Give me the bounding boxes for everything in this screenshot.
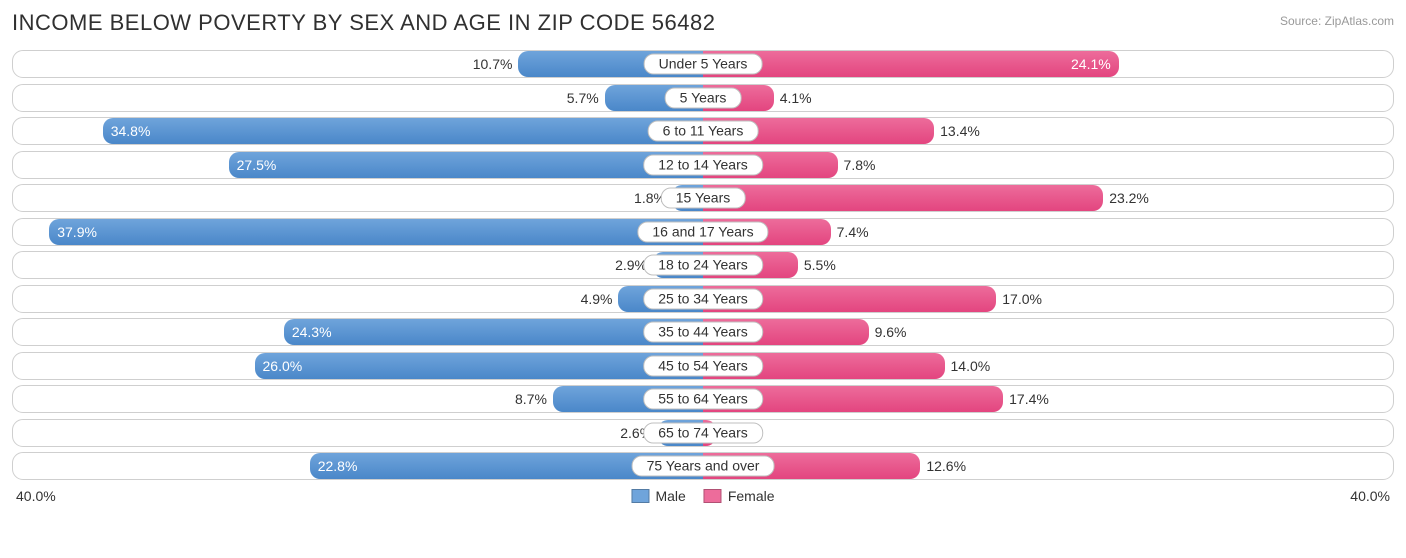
male-value-label: 26.0% xyxy=(263,358,303,374)
male-value-label: 5.7% xyxy=(567,90,605,106)
female-half: 7.8% xyxy=(703,152,1393,178)
bar-row: 37.9% 7.4% 16 and 17 Years xyxy=(12,218,1394,246)
male-half: 2.9% xyxy=(13,252,703,278)
bar-row: 22.8% 12.6% 75 Years and over xyxy=(12,452,1394,480)
poverty-by-sex-age-chart: INCOME BELOW POVERTY BY SEX AND AGE IN Z… xyxy=(0,0,1406,558)
male-half: 8.7% xyxy=(13,386,703,412)
male-half: 24.3% xyxy=(13,319,703,345)
category-label: 75 Years and over xyxy=(632,456,775,477)
bar-row: 1.8% 23.2% 15 Years xyxy=(12,184,1394,212)
male-half: 5.7% xyxy=(13,85,703,111)
axis-left-label: 40.0% xyxy=(16,488,56,504)
male-value-label: 4.9% xyxy=(581,291,619,307)
chart-source: Source: ZipAtlas.com xyxy=(1280,10,1394,28)
female-value-label: 13.4% xyxy=(934,123,980,139)
category-label: 25 to 34 Years xyxy=(643,288,763,309)
bar-row: 26.0% 14.0% 45 to 54 Years xyxy=(12,352,1394,380)
category-label: 45 to 54 Years xyxy=(643,355,763,376)
axis-row: 40.0% Male Female 40.0% xyxy=(12,486,1394,504)
female-half: 7.4% xyxy=(703,219,1393,245)
bar-row: 5.7% 4.1% 5 Years xyxy=(12,84,1394,112)
female-value-label: 14.0% xyxy=(945,358,991,374)
male-half: 10.7% xyxy=(13,51,703,77)
male-half: 22.8% xyxy=(13,453,703,479)
male-value-label: 24.3% xyxy=(292,324,332,340)
female-value-label: 24.1% xyxy=(1071,56,1111,72)
female-half: 17.4% xyxy=(703,386,1393,412)
male-value-label: 37.9% xyxy=(57,224,97,240)
bar-row: 34.8% 13.4% 6 to 11 Years xyxy=(12,117,1394,145)
male-half: 4.9% xyxy=(13,286,703,312)
male-value-label: 27.5% xyxy=(237,157,277,173)
male-bar: 37.9% xyxy=(49,219,703,245)
category-label: 35 to 44 Years xyxy=(643,322,763,343)
male-half: 2.6% xyxy=(13,420,703,446)
male-value-label: 8.7% xyxy=(515,391,553,407)
female-half: 13.4% xyxy=(703,118,1393,144)
female-value-label: 7.8% xyxy=(838,157,876,173)
male-bar: 34.8% xyxy=(103,118,703,144)
female-half: 9.6% xyxy=(703,319,1393,345)
male-value-label: 22.8% xyxy=(318,458,358,474)
male-half: 1.8% xyxy=(13,185,703,211)
female-half: 12.6% xyxy=(703,453,1393,479)
chart-title: INCOME BELOW POVERTY BY SEX AND AGE IN Z… xyxy=(12,10,715,36)
female-value-label: 5.5% xyxy=(798,257,836,273)
legend-female-label: Female xyxy=(728,488,775,504)
category-label: 18 to 24 Years xyxy=(643,255,763,276)
category-label: 5 Years xyxy=(665,87,742,108)
male-bar: 27.5% xyxy=(229,152,703,178)
legend-item-male: Male xyxy=(631,488,685,504)
male-half: 27.5% xyxy=(13,152,703,178)
bar-row: 27.5% 7.8% 12 to 14 Years xyxy=(12,151,1394,179)
male-half: 26.0% xyxy=(13,353,703,379)
female-half: 5.5% xyxy=(703,252,1393,278)
legend: Male Female xyxy=(631,488,774,504)
header: INCOME BELOW POVERTY BY SEX AND AGE IN Z… xyxy=(12,10,1394,36)
bar-row: 10.7% 24.1% Under 5 Years xyxy=(12,50,1394,78)
chart-rows: 10.7% 24.1% Under 5 Years 5.7% 4.1% 5 Years 34… xyxy=(12,50,1394,480)
female-bar xyxy=(703,185,1103,211)
male-bar: 24.3% xyxy=(284,319,703,345)
female-half: 23.2% xyxy=(703,185,1393,211)
female-bar: 24.1% xyxy=(703,51,1119,77)
bar-row: 2.9% 5.5% 18 to 24 Years xyxy=(12,251,1394,279)
bar-row: 4.9% 17.0% 25 to 34 Years xyxy=(12,285,1394,313)
category-label: 15 Years xyxy=(661,188,746,209)
category-label: 55 to 64 Years xyxy=(643,389,763,410)
male-swatch-icon xyxy=(631,489,649,503)
female-value-label: 12.6% xyxy=(920,458,966,474)
legend-male-label: Male xyxy=(655,488,685,504)
male-bar: 26.0% xyxy=(255,353,704,379)
bar-row: 24.3% 9.6% 35 to 44 Years xyxy=(12,318,1394,346)
female-value-label: 4.1% xyxy=(774,90,812,106)
female-half: 0.76% xyxy=(703,420,1393,446)
female-half: 14.0% xyxy=(703,353,1393,379)
female-value-label: 17.0% xyxy=(996,291,1042,307)
female-swatch-icon xyxy=(704,489,722,503)
male-half: 37.9% xyxy=(13,219,703,245)
category-label: 6 to 11 Years xyxy=(648,121,759,142)
female-value-label: 9.6% xyxy=(869,324,907,340)
axis-right-label: 40.0% xyxy=(1350,488,1390,504)
female-half: 17.0% xyxy=(703,286,1393,312)
legend-item-female: Female xyxy=(704,488,775,504)
category-label: 12 to 14 Years xyxy=(643,154,763,175)
category-label: 65 to 74 Years xyxy=(643,422,763,443)
female-half: 24.1% xyxy=(703,51,1393,77)
category-label: Under 5 Years xyxy=(644,54,763,75)
female-value-label: 17.4% xyxy=(1003,391,1049,407)
female-value-label: 23.2% xyxy=(1103,190,1149,206)
bar-row: 8.7% 17.4% 55 to 64 Years xyxy=(12,385,1394,413)
male-half: 34.8% xyxy=(13,118,703,144)
female-value-label: 7.4% xyxy=(831,224,869,240)
category-label: 16 and 17 Years xyxy=(637,221,768,242)
male-value-label: 34.8% xyxy=(111,123,151,139)
bar-row: 2.6%0.76%65 to 74 Years xyxy=(12,419,1394,447)
male-value-label: 10.7% xyxy=(473,56,519,72)
female-half: 4.1% xyxy=(703,85,1393,111)
